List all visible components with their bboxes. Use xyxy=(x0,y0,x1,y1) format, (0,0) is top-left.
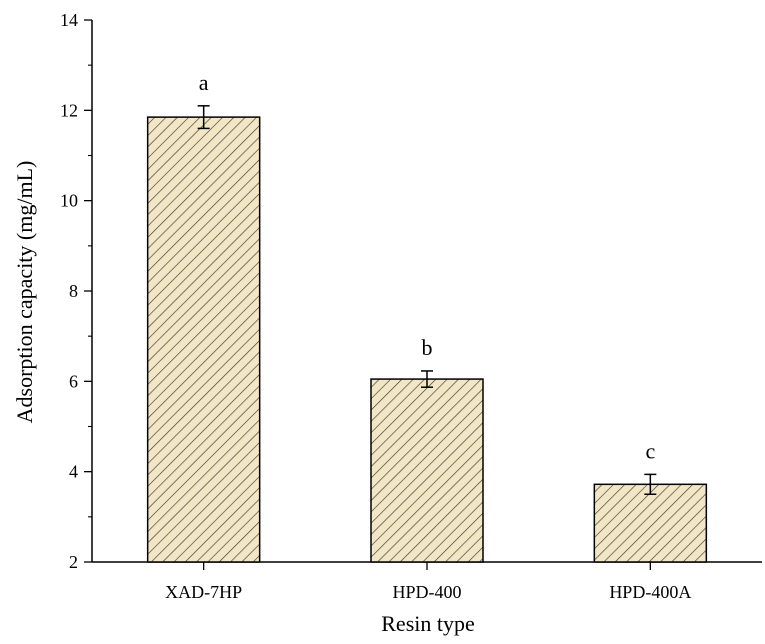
y-tick-label: 2 xyxy=(69,552,78,572)
y-tick-label: 10 xyxy=(60,191,78,211)
y-tick-label: 12 xyxy=(60,100,78,120)
y-tick-label: 14 xyxy=(60,10,78,30)
significance-label: b xyxy=(422,335,433,360)
bar-hpd-400a xyxy=(593,483,708,563)
y-tick-label: 8 xyxy=(69,281,78,301)
y-tick-label: 4 xyxy=(69,462,78,482)
y-tick-label: 6 xyxy=(69,371,78,391)
plot-area: 2 4 6 8 10 12 14 XAD-7HP a HPD-400 b HPD-400A c xyxy=(60,10,762,602)
bar-hpd-400 xyxy=(370,378,484,563)
y-axis-title: Adsorption capacity (mg/mL) xyxy=(12,161,37,424)
x-tick-label: HPD-400A xyxy=(609,582,691,602)
bar-xad-7hp xyxy=(146,116,261,563)
x-tick-label: XAD-7HP xyxy=(165,582,242,602)
significance-label: c xyxy=(645,438,655,463)
x-tick-label: HPD-400 xyxy=(392,582,461,602)
x-axis-title: Resin type xyxy=(381,611,475,636)
significance-label: a xyxy=(199,70,209,95)
